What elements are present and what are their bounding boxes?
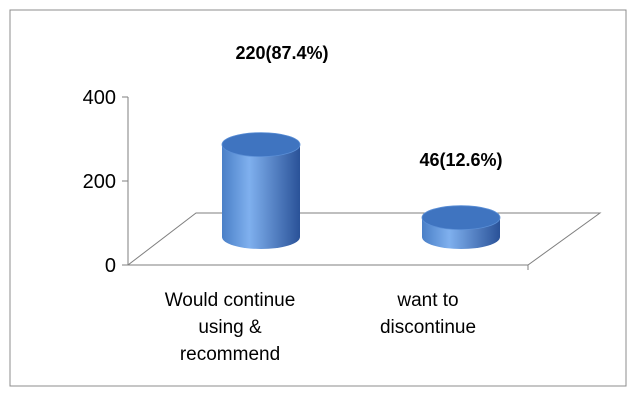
bars — [221, 132, 501, 249]
bar-top — [221, 132, 301, 158]
data-labels: 220(87.4%) 46(12.6%) — [235, 43, 502, 170]
y-tick-label: 200 — [83, 171, 116, 193]
bar — [421, 205, 501, 249]
data-label: 220(87.4%) — [235, 43, 328, 63]
bar-body — [222, 144, 300, 249]
data-label: 46(12.6%) — [419, 150, 502, 170]
y-tick-label: 0 — [105, 255, 116, 277]
x-category-label: want to discontinue — [380, 290, 476, 338]
bar-top — [421, 205, 501, 231]
floor-plane — [126, 212, 602, 270]
y-axis: 0 200 400 — [83, 87, 129, 277]
chart-border — [9, 9, 627, 387]
bar — [221, 132, 301, 249]
floor-outline — [126, 212, 602, 266]
y-tick-label: 400 — [83, 87, 116, 109]
x-category-label: Would continue using & recommend — [165, 290, 296, 365]
x-axis-labels: Would continue using & recommend want to dis… — [165, 290, 476, 365]
